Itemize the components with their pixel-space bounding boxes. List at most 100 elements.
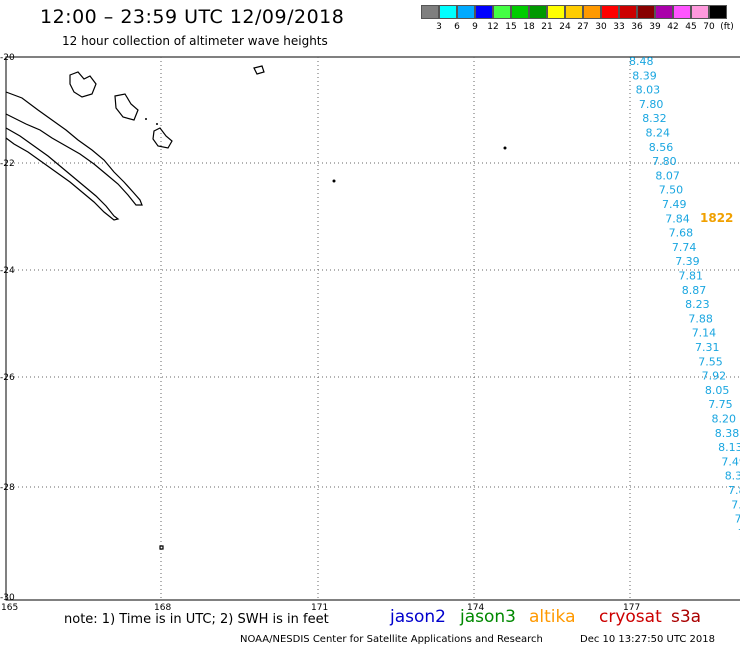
legend-label: 39 — [649, 22, 661, 32]
track-value-label: 7. — [735, 513, 740, 526]
legend-label: (ft) — [720, 22, 734, 32]
track-value-label: 8.56 — [649, 141, 674, 154]
legend-swatch — [691, 5, 709, 19]
legend-swatch — [511, 5, 529, 19]
legend-swatch — [619, 5, 637, 19]
lat-label: -20 — [0, 53, 15, 63]
legend-label: 33 — [613, 22, 625, 32]
satellite-label-jason3: jason3 — [460, 607, 516, 627]
lon-label: 174 — [467, 603, 484, 613]
credit-footer: NOAA/NESDIS Center for Satellite Applica… — [240, 634, 715, 645]
small-islands — [145, 118, 507, 183]
coastline-mainland — [5, 91, 143, 206]
legend-label: 30 — [595, 22, 607, 32]
track-value-label: 8.38 — [715, 427, 740, 440]
track-value-label: 7.75 — [708, 398, 733, 411]
track-value-label: 7.80 — [639, 98, 664, 111]
legend-swatch — [475, 5, 493, 19]
legend-label: 6 — [454, 22, 460, 32]
track-value-label: 7.68 — [669, 227, 694, 240]
track-value-label: 7.55 — [698, 355, 723, 368]
track-value-label: 8.3 — [725, 470, 740, 483]
legend-label: 15 — [505, 22, 517, 32]
legend-swatch — [565, 5, 583, 19]
islet-dot — [156, 123, 158, 125]
lon-label: 168 — [154, 603, 171, 613]
satellite-label-cryosat: cryosat — [599, 607, 662, 627]
track-value-label: 7.80 — [652, 155, 677, 168]
satellite-label-altika: altika — [529, 607, 576, 627]
coastline-islet-a — [159, 545, 164, 550]
credit-text: NOAA/NESDIS Center for Satellite Applica… — [240, 634, 543, 645]
legend-label: 21 — [541, 22, 553, 32]
track-value-label: 7.14 — [692, 327, 717, 340]
satellite-label-s3a: s3a — [671, 607, 702, 627]
coastlines — [5, 65, 265, 550]
legend-swatch — [547, 5, 565, 19]
map-frame — [5, 56, 740, 601]
lat-label: -30 — [0, 593, 15, 603]
track-value-label: 8.07 — [655, 169, 680, 182]
legend-label: 70 — [703, 22, 715, 32]
track-value-label: 8.24 — [646, 127, 671, 140]
track-value-label: 7.74 — [672, 241, 697, 254]
coastline-island-3 — [152, 127, 173, 149]
lat-label: -22 — [0, 159, 15, 169]
track-value-label: 7. — [738, 527, 740, 540]
legend-swatch — [493, 5, 511, 19]
lon-label: 177 — [623, 603, 640, 613]
track-value-label: 8.32 — [642, 112, 667, 125]
legend-label: 42 — [667, 22, 679, 32]
legend-swatch — [655, 5, 673, 19]
legend-label: 24 — [559, 22, 571, 32]
legend-label: 3 — [436, 22, 442, 32]
track-value-label: 7.8 — [728, 484, 740, 497]
altimeter-track: 8.488.398.037.808.328.248.567.808.077.50… — [629, 55, 740, 540]
lat-label: -26 — [0, 373, 15, 383]
track-value-label: 8.13 — [718, 441, 740, 454]
track-value-label: 8.03 — [636, 84, 661, 97]
track-value-label: 7.49 — [662, 198, 687, 211]
map-subtitle: 12 hour collection of altimeter wave hei… — [62, 34, 328, 48]
legend-swatch — [421, 5, 439, 19]
track-value-label: 7.84 — [665, 212, 690, 225]
track-value-label: 7.31 — [695, 341, 720, 354]
satellite-label-jason2: jason2 — [390, 607, 446, 627]
legend-swatch — [709, 5, 727, 19]
legend-label: 27 — [577, 22, 589, 32]
track-value-label: 7.49 — [721, 455, 740, 468]
legend-swatch — [637, 5, 655, 19]
track-value-label: 8.23 — [685, 298, 710, 311]
coastline-island-4 — [253, 65, 265, 75]
track-value-label: 7.88 — [688, 312, 713, 325]
coastline-island-1 — [69, 71, 97, 98]
legend-label: 36 — [631, 22, 643, 32]
legend-swatch — [583, 5, 601, 19]
track-value-label: 8.05 — [705, 384, 730, 397]
track-value-label: 7.81 — [679, 270, 704, 283]
legend-swatch — [673, 5, 691, 19]
lat-label: -28 — [0, 483, 15, 493]
islet-dot — [332, 179, 336, 183]
islet-dot — [503, 146, 507, 150]
legend-swatch — [439, 5, 457, 19]
color-legend — [421, 5, 727, 19]
legend-label: 18 — [523, 22, 535, 32]
coastline-island-2 — [114, 93, 139, 121]
legend-swatch — [529, 5, 547, 19]
lon-label: 165 — [1, 603, 18, 613]
generation-timestamp: Dec 10 13:27:50 UTC 2018 — [580, 634, 715, 645]
legend-label: 9 — [472, 22, 478, 32]
legend-swatch — [601, 5, 619, 19]
legend-swatch — [457, 5, 475, 19]
coastline-south — [5, 127, 120, 221]
track-value-label: 7.39 — [675, 255, 700, 268]
track-value-label: 8.39 — [632, 69, 657, 82]
lat-label: -24 — [0, 266, 15, 276]
islet-dot — [145, 118, 147, 120]
track-value-label: 8.87 — [682, 284, 707, 297]
legend-label: 12 — [487, 22, 499, 32]
track-value-label: 7.50 — [659, 184, 684, 197]
